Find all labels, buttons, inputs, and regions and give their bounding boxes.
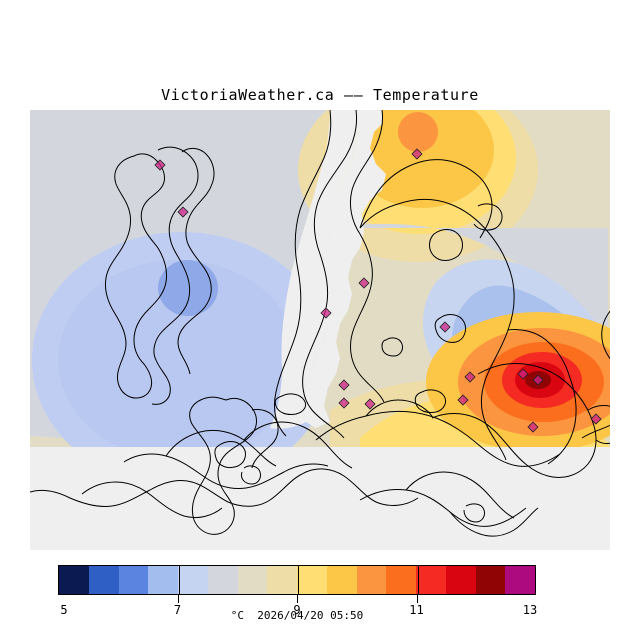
coast-lower-se-3 [449, 507, 539, 537]
band-10p0-north [350, 110, 494, 208]
colorbar-label-7: 7 [173, 603, 182, 617]
temperature-map[interactable] [30, 110, 610, 550]
colorbar-segment-1 [88, 566, 119, 594]
coast-lower-island-c [243, 421, 353, 469]
colorbar-segment-5 [207, 566, 238, 594]
coast-lower-island-b [165, 429, 277, 467]
coast-islet-c [381, 337, 403, 357]
station-marker-s11[interactable] [338, 397, 350, 409]
colorbar-segment-10 [356, 566, 387, 594]
map-canvas[interactable] [30, 110, 610, 550]
coast-north [359, 199, 515, 461]
colorbar-caption: °C 2026/04/20 05:50 [230, 609, 364, 622]
station-marker-s12[interactable] [364, 398, 376, 410]
coast-islet-d [434, 314, 467, 343]
colorbar-label-13: 13 [522, 603, 538, 617]
colorbar-tick-7 [177, 595, 179, 603]
coast-lower-islet-b [241, 465, 261, 485]
colorbar-segment-14 [475, 566, 506, 594]
colorbar-segment-15 [505, 566, 535, 594]
colorbar-segment-7 [267, 566, 297, 594]
colorbar-ticks [58, 595, 536, 603]
colorbar-label-5: 5 [60, 603, 68, 617]
coast-east [507, 329, 577, 465]
band-8p0-east [330, 223, 608, 386]
colorbar-segment-3 [148, 566, 178, 594]
colorbar-segment-6 [237, 566, 268, 594]
band-6p5-west-core [158, 260, 218, 316]
colorbar-segment-8 [297, 566, 327, 594]
colorbar: 5 7 9 11 13 °C 2026/04/20 05:50 [58, 565, 538, 627]
station-marker-s1[interactable] [154, 159, 166, 171]
coast-north-top [359, 159, 493, 239]
band-7p0-west [58, 260, 298, 447]
colorbar-label-11: 11 [409, 603, 424, 617]
station-marker-s4[interactable] [358, 277, 370, 289]
station-marker-s3[interactable] [411, 148, 423, 160]
colorbar-segment-9 [326, 566, 357, 594]
unanalysed-land [30, 110, 610, 550]
coast-nw-island-lower [189, 396, 257, 535]
station-marker-s10[interactable] [338, 379, 350, 391]
coast-interior-mid [302, 110, 357, 439]
coast-nw-strip [177, 147, 215, 375]
coast-south-inner [365, 399, 433, 417]
coast-south-peninsula [315, 411, 561, 467]
coast-lower-islet-a [214, 441, 246, 469]
colorbar-segment-4 [178, 566, 208, 594]
colorbar-divider-9 [298, 566, 299, 594]
station-marker-s9[interactable] [532, 374, 544, 386]
band-10p5-north-core [398, 112, 438, 152]
coast-nw-island-b [151, 146, 199, 405]
coast-se-point [587, 405, 610, 444]
colorbar-tick-11 [416, 595, 418, 603]
station-marker-s5[interactable] [320, 307, 332, 319]
station-markers[interactable] [154, 148, 602, 433]
colorbar-divider-7 [178, 566, 180, 594]
page-title: VictoriaWeather.ca —— Temperature [161, 86, 479, 104]
colorbar-tick-labels: 5 7 9 11 13 [58, 603, 538, 617]
station-marker-s14[interactable] [590, 413, 602, 425]
coast-se-peninsula [431, 363, 597, 478]
colorbar-swatches[interactable] [58, 565, 536, 595]
coast-lower-island-a [123, 453, 329, 489]
colorbar-segment-13 [445, 566, 476, 594]
coast-lower-west [30, 468, 419, 507]
coastlines [30, 110, 610, 537]
coast-islet-a [274, 393, 307, 415]
station-marker-s7[interactable] [517, 368, 529, 380]
coast-interior-west [273, 110, 332, 437]
coast-nw-island-a [105, 153, 167, 399]
station-marker-s6[interactable] [439, 321, 451, 333]
station-marker-s2[interactable] [177, 206, 189, 218]
coast-lower-se-2 [405, 471, 515, 519]
coast-north-inlet [429, 229, 463, 261]
colorbar-divider-11 [417, 566, 419, 594]
coast-lower-se-islet [463, 503, 485, 523]
coast-islet-b [414, 389, 447, 413]
coast-interior-east [349, 110, 385, 403]
coast-north-notch [473, 203, 503, 231]
coast-nw-island-lower-b [251, 409, 279, 469]
coast-lower-west-2 [81, 481, 223, 519]
colorbar-tick-9 [297, 595, 298, 603]
colorbar-segment-11 [386, 566, 416, 594]
colorbar-segment-12 [416, 566, 446, 594]
station-marker-s13[interactable] [457, 394, 469, 406]
station-marker-s8[interactable] [464, 371, 476, 383]
colorbar-segment-2 [118, 566, 149, 594]
station-marker-s15[interactable] [527, 421, 539, 433]
colorbar-segment-0 [59, 566, 89, 594]
colorbar-label-9: 9 [293, 603, 301, 617]
